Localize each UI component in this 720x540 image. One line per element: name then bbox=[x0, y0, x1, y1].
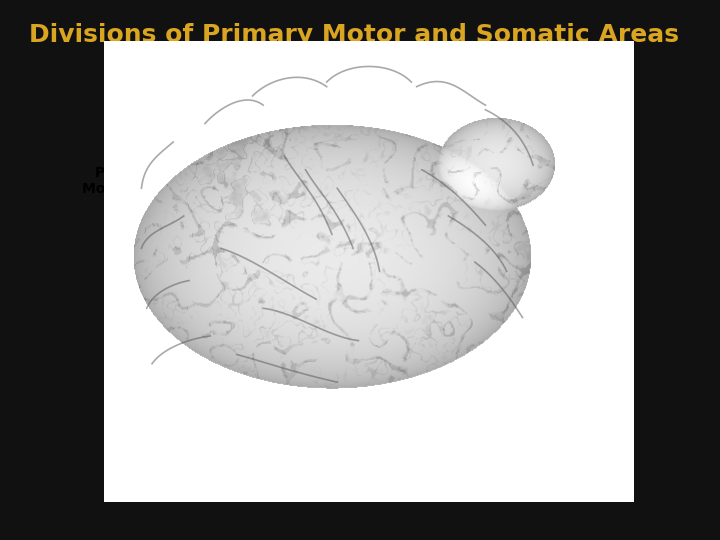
Text: Primary Auditory
Area: Primary Auditory Area bbox=[117, 436, 251, 466]
Text: Trunk: Trunk bbox=[309, 156, 343, 169]
Text: Divisions of Primary Motor and Somatic Areas: Divisions of Primary Motor and Somatic A… bbox=[29, 23, 679, 47]
Text: Mouth: Mouth bbox=[296, 247, 335, 260]
Text: Leg: Leg bbox=[316, 135, 339, 148]
Text: Fingers: Fingers bbox=[294, 220, 339, 233]
Text: Hand: Hand bbox=[311, 203, 344, 216]
Text: Primary
Visual Area: Primary Visual Area bbox=[488, 441, 577, 471]
Bar bbox=[104, 40, 634, 502]
Text: Primary Somato-
sensory Area: Primary Somato- sensory Area bbox=[441, 106, 574, 137]
Text: Arm: Arm bbox=[310, 177, 336, 190]
Text: Primary
Motor Area: Primary Motor Area bbox=[82, 166, 170, 196]
